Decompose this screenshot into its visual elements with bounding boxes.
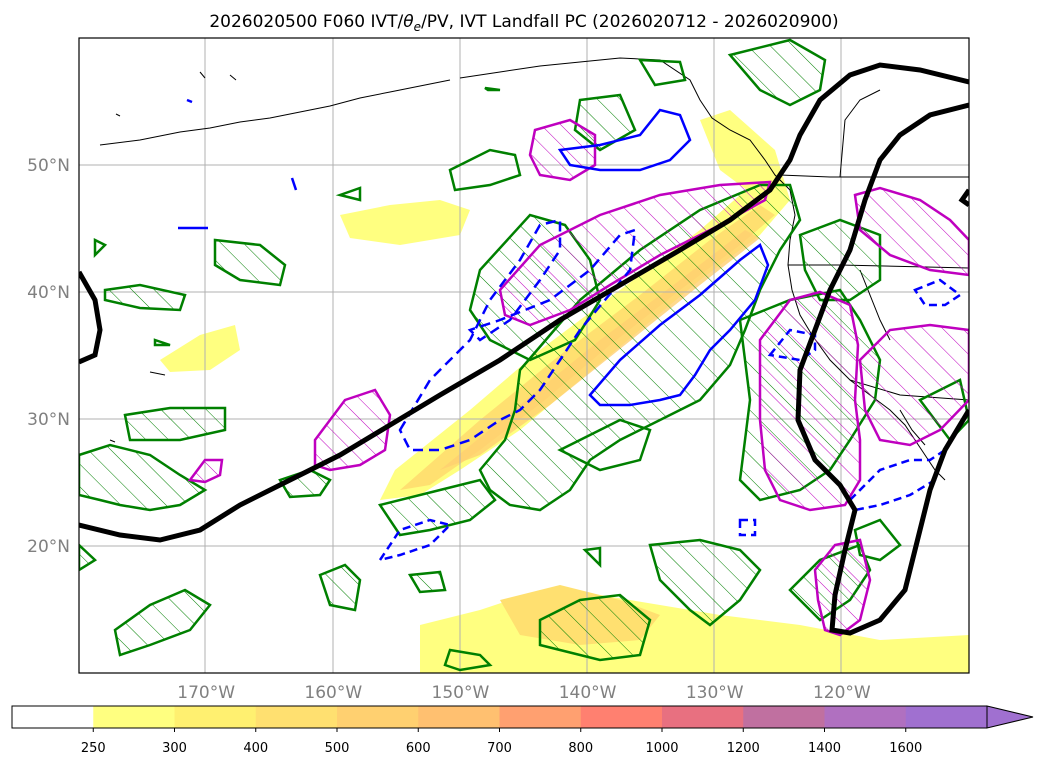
colorbar-bin [905, 706, 988, 728]
latitude-tick-labels: 20°N 30°N 40°N 50°N [27, 156, 70, 557]
colorbar-bin [418, 706, 500, 728]
colorbar-label: 1200 [727, 741, 760, 756]
colorbar-bin [255, 706, 338, 728]
colorbar-label: 300 [162, 741, 187, 756]
colorbar-label: 800 [568, 741, 593, 756]
colorbar-bin [743, 706, 825, 728]
lat-tick-label: 20°N [27, 537, 70, 557]
lon-tick-label: 150°W [432, 683, 490, 703]
lat-tick-label: 30°N [27, 410, 70, 430]
pv-contours [178, 98, 963, 562]
colorbar-label: 600 [406, 741, 431, 756]
colorbar-label: 1600 [889, 741, 922, 756]
colorbar-label: 400 [243, 741, 268, 756]
colorbar-bin [662, 706, 744, 728]
map-frame [78, 37, 970, 674]
lon-tick-label: 140°W [559, 683, 617, 703]
colorbar-label: 1000 [645, 741, 678, 756]
colorbar-bin [93, 706, 175, 728]
theta-e-contour [79, 62, 969, 636]
colorbar-label: 1400 [808, 741, 841, 756]
colorbar-bin [499, 706, 582, 728]
lat-tick-label: 50°N [27, 156, 70, 176]
map-title: 2026020500 F060 IVT/θe/PV, IVT Landfall … [209, 12, 838, 34]
colorbar-bin [174, 706, 257, 728]
longitude-tick-labels: 170°W 160°W 150°W 140°W 130°W 120°W [177, 683, 871, 703]
magenta-hatched-regions [187, 118, 969, 637]
lon-tick-label: 170°W [177, 683, 235, 703]
colorbar-bin [824, 706, 907, 728]
lon-tick-label: 120°W [813, 683, 871, 703]
map-area [79, 38, 969, 673]
lon-tick-label: 160°W [304, 683, 362, 703]
colorbar-bin [580, 706, 663, 728]
colorbar-label: 500 [325, 741, 350, 756]
lon-tick-label: 130°W [686, 683, 744, 703]
ivt-colorbar: 250 300 400 500 600 700 800 1000 1200 1400 1600 [11, 705, 1034, 756]
colorbar-label: 700 [487, 741, 512, 756]
colorbar-label: 250 [81, 741, 106, 756]
colorbar-extend-arrow [986, 705, 1034, 729]
lat-tick-label: 40°N [27, 283, 70, 303]
colorbar-bin [337, 706, 419, 728]
colorbar-bin [12, 706, 94, 728]
